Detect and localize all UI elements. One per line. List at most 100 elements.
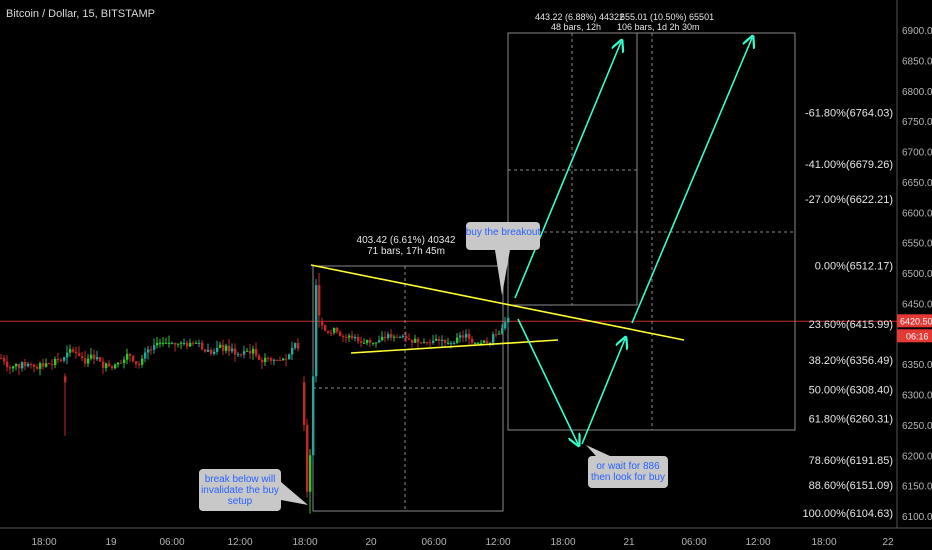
candle-body [108,363,111,367]
x-tick-label: 19 [105,537,117,548]
candle-body [177,343,180,345]
candle-body [474,342,477,344]
candle-body [459,335,462,338]
candle-body [144,352,147,359]
candle-body [198,342,201,344]
candle-body [219,344,222,348]
candle-body [204,349,207,352]
candle-body [462,335,465,338]
candle-body [270,358,273,361]
candle-body [297,342,300,349]
candle-body [498,333,501,335]
candle-body [375,342,378,344]
candle-body [99,357,102,362]
callout-break-below-text: break below will [205,474,276,485]
candle-body [411,339,414,343]
candle-body [438,338,441,341]
candle-body [111,366,114,369]
candle-body [135,361,138,364]
candle-body [39,363,42,369]
candle-body [453,342,456,344]
projection-arrow [517,318,578,444]
measure-box-1 [312,265,504,512]
candle-body [357,337,360,342]
candle-body [189,342,192,347]
x-tick-label: 18:00 [292,537,317,548]
measure-2-line1: 443.22 (6.88%) 44322 [535,12,624,22]
candle-body [195,342,198,344]
candle-body [381,336,384,341]
candle-body [129,353,132,356]
y-tick-label: 6450.00 [902,299,932,310]
fib-level-label: -27.00%(6622.21) [805,194,893,206]
candle-body [186,342,189,347]
candle-body [495,334,498,336]
candle-body [231,348,234,352]
candle-body [18,364,21,369]
projection-arrow [514,42,621,299]
candle-body [141,358,144,365]
candle-body [21,362,24,369]
candle-body [138,363,141,365]
fib-level-label: 100.00%(6104.63) [802,508,893,520]
candle-body [252,348,255,354]
candle-body [369,340,372,343]
candle-body [405,335,408,339]
candle-body [414,338,417,343]
callout-or-wait-text: or wait for 886 [596,461,660,472]
fib-level-label: 23.60%(6415.99) [809,319,893,331]
candle-body [222,344,225,351]
measure-2-line4: 106 bars, 1d 2h 30m [617,22,700,32]
x-tick-label: 22 [882,537,894,548]
candle-body [399,337,402,339]
candle-body [330,332,333,334]
candle-body [486,340,489,343]
candle-body [255,348,258,356]
candle-body [147,349,150,353]
measure-2-line3: 655.01 (10.50%) 65501 [620,12,714,22]
candle-body [216,347,219,352]
candle-body [90,354,93,359]
candle-body [12,366,15,369]
candle-body [456,337,459,343]
candle-body [57,359,60,361]
candle-body [480,342,483,344]
candle-body [33,364,36,367]
y-tick-label: 6100.00 [902,512,932,523]
candle-body [174,342,177,345]
candle-body [72,349,75,352]
candle-body [324,325,327,331]
candle-body [372,342,375,344]
candle-body [240,354,243,356]
measure-box-2a [507,32,638,306]
candle-body [171,342,174,344]
candle-body [207,349,210,352]
candle-body [360,341,363,343]
y-tick-label: 6550.00 [902,239,932,250]
callout-buy-breakout-pointer [495,250,510,295]
candle-body [3,358,6,362]
candle-body [312,376,315,456]
candle-body [258,355,261,361]
fib-level-label: 50.00%(6308.40) [809,384,893,396]
candle-body [336,327,339,332]
x-tick-label: 06:00 [681,537,706,548]
candle-body [228,345,231,352]
candle-body [114,364,117,369]
countdown-label: 06:16 [906,331,929,341]
candle-body [477,342,480,344]
candle-body [384,336,387,339]
triangle-lower-line [350,339,559,354]
candle-body [6,361,9,368]
candle-body [60,359,63,361]
candle-body [432,340,435,343]
candle-body [201,342,204,350]
candle-body [261,360,264,362]
x-tick-label: 06:00 [159,537,184,548]
candle-body [15,364,18,367]
x-tick-label: 12:00 [745,537,770,548]
candle-body [303,382,306,425]
y-tick-label: 6750.00 [902,117,932,128]
callout-break-below-pointer [281,482,308,505]
